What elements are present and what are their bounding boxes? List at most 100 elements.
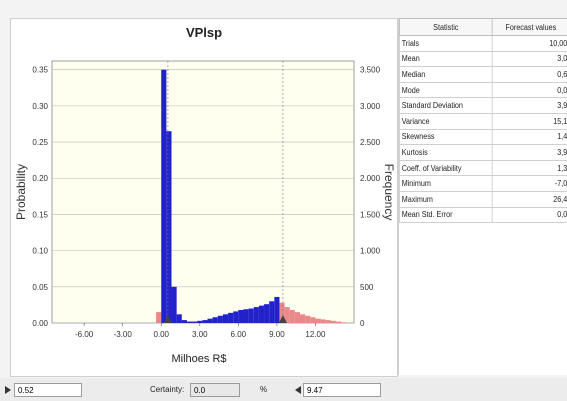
chart-title: VPlsp <box>186 25 222 40</box>
grid-lines <box>52 69 354 324</box>
histogram-bar <box>228 312 234 323</box>
histogram-bar <box>161 69 167 323</box>
x-axis-label: Milhoes R$ <box>171 353 226 365</box>
x-tick-label: 9.00 <box>269 330 285 339</box>
y-axis-left-label: Probability <box>14 164 28 220</box>
histogram-bar <box>233 311 239 323</box>
statistics-body: Trials 10,00 Mean 3,0 Median 0,6 Mode 0,0 Standa… <box>399 35 567 224</box>
histogram-bar <box>243 309 249 323</box>
stat-label: Trials <box>399 35 493 52</box>
stat-row: Mode 0,0 <box>399 81 567 99</box>
histogram-bars <box>156 69 347 323</box>
stat-value: 3,9 <box>491 144 567 161</box>
statistics-header-row: Statistic Forecast values <box>399 18 567 36</box>
stat-row: Coeff. of Variability 1,3 <box>399 159 567 177</box>
certainty-field[interactable]: 0.0 <box>190 383 240 397</box>
right-bound-field[interactable]: 9.47 <box>303 383 381 397</box>
histogram-bar <box>207 318 213 323</box>
stat-value: 0,6 <box>491 66 567 83</box>
left-grabber-icon <box>163 315 172 323</box>
histogram-bar <box>181 320 187 323</box>
y-left-tick-label: 0.10 <box>32 247 48 256</box>
x-tick-label: 12.00 <box>305 330 326 339</box>
stat-value: 15,1 <box>491 112 567 130</box>
y-right-ticks: 0 500 1.000 1.500 2.000 2.500 3.000 3.500 <box>360 66 381 328</box>
x-tick-label: -6.00 <box>75 330 94 339</box>
right-arrow-icon[interactable] <box>295 386 301 394</box>
stat-label: Median <box>399 66 493 83</box>
y-left-tick-label: 0.15 <box>32 210 48 219</box>
stat-row: Median 0,6 <box>399 66 567 83</box>
stat-value: 0,0 <box>491 81 567 99</box>
histogram-bar <box>217 315 223 323</box>
y-left-tick-label: 0.30 <box>32 102 48 111</box>
statistics-table: Statistic Forecast values Trials 10,00 Mea… <box>399 18 567 224</box>
x-tick-label: 6.00 <box>231 330 247 339</box>
stat-value: -7,0 <box>491 175 567 192</box>
histogram-bar <box>238 309 244 323</box>
histogram-bar <box>264 304 270 323</box>
stat-label: Minimum <box>399 175 493 192</box>
stat-row: Mean Std. Error 0,0 <box>399 206 567 224</box>
stat-value: 10,00 <box>491 35 567 52</box>
x-ticks: -6.00 -3.00 0.00 3.00 6.00 9.00 12.00 <box>75 323 326 339</box>
y-left-tick-label: 0.35 <box>32 66 48 75</box>
histogram-bar <box>202 320 208 323</box>
y-right-tick-label: 1.500 <box>360 210 381 219</box>
histogram-bar <box>341 322 347 323</box>
histogram-bar <box>274 296 280 323</box>
bottom-toolbar: 0.52 Certainty: 0.0 % 9.47 <box>0 378 567 401</box>
y-left-tick-label: 0.05 <box>32 283 48 292</box>
stat-value: 1,3 <box>491 159 567 177</box>
stat-row: Skewness 1,4 <box>399 128 567 146</box>
y-left-tick-label: 0.00 <box>32 319 48 328</box>
y-right-tick-label: 3.500 <box>360 66 381 75</box>
histogram-bar <box>294 312 301 323</box>
histogram-bar <box>279 302 285 323</box>
left-arrow-icon[interactable] <box>5 386 11 394</box>
statistic-column-header: Statistic <box>399 18 493 36</box>
stat-label: Kurtosis <box>399 144 493 161</box>
histogram-bar <box>305 315 311 323</box>
histogram-bar <box>289 309 295 323</box>
histogram-bar <box>336 321 342 323</box>
histogram-bar <box>325 320 331 323</box>
forecast-chart: VPlsp 0.00 0.05 0.10 0.15 0.20 0.25 0.30 0.35 0… <box>14 25 396 365</box>
x-tick-label: 3.00 <box>192 330 208 339</box>
y-axis-right-label: Frequency <box>382 164 396 221</box>
stat-label: Standard Deviation <box>399 97 493 114</box>
stat-row: Kurtosis 3,9 <box>399 144 567 161</box>
histogram-bar <box>310 317 316 323</box>
forecast-values-column-header: Forecast values <box>491 18 567 36</box>
histogram-bar <box>269 301 275 323</box>
stat-label: Skewness <box>399 128 493 146</box>
histogram-bar <box>171 286 177 323</box>
stat-value: 3,0 <box>491 50 567 68</box>
stat-value: 1,4 <box>491 128 567 146</box>
stat-label: Mean Std. Error <box>399 206 493 224</box>
histogram-bar <box>258 305 265 323</box>
stat-row: Mean 3,0 <box>399 50 567 68</box>
histogram-bar <box>320 319 326 323</box>
histogram-bar <box>253 307 259 323</box>
certainty-label: Certainty: <box>150 385 185 394</box>
stat-value: 26,4 <box>491 190 567 208</box>
stat-label: Coeff. of Variability <box>399 159 493 177</box>
y-right-tick-label: 1.000 <box>360 247 381 256</box>
histogram-bar <box>248 308 254 323</box>
y-right-tick-label: 500 <box>360 283 374 292</box>
percent-sign: % <box>260 385 268 394</box>
histogram-bar <box>315 318 321 323</box>
stat-value: 0,0 <box>491 206 567 224</box>
left-bound-field[interactable]: 0.52 <box>14 383 82 397</box>
plot-area <box>51 60 355 324</box>
histogram-bar <box>284 307 290 323</box>
x-tick-label: -3.00 <box>114 330 133 339</box>
histogram-bar <box>212 317 218 323</box>
y-right-tick-label: 2.000 <box>360 174 381 183</box>
stat-label: Mean <box>399 50 493 68</box>
histogram-bar <box>197 320 203 323</box>
chart-panel: VPlsp 0.00 0.05 0.10 0.15 0.20 0.25 0.30 0.35 0… <box>10 18 398 377</box>
x-tick-label: 0.00 <box>153 330 169 339</box>
